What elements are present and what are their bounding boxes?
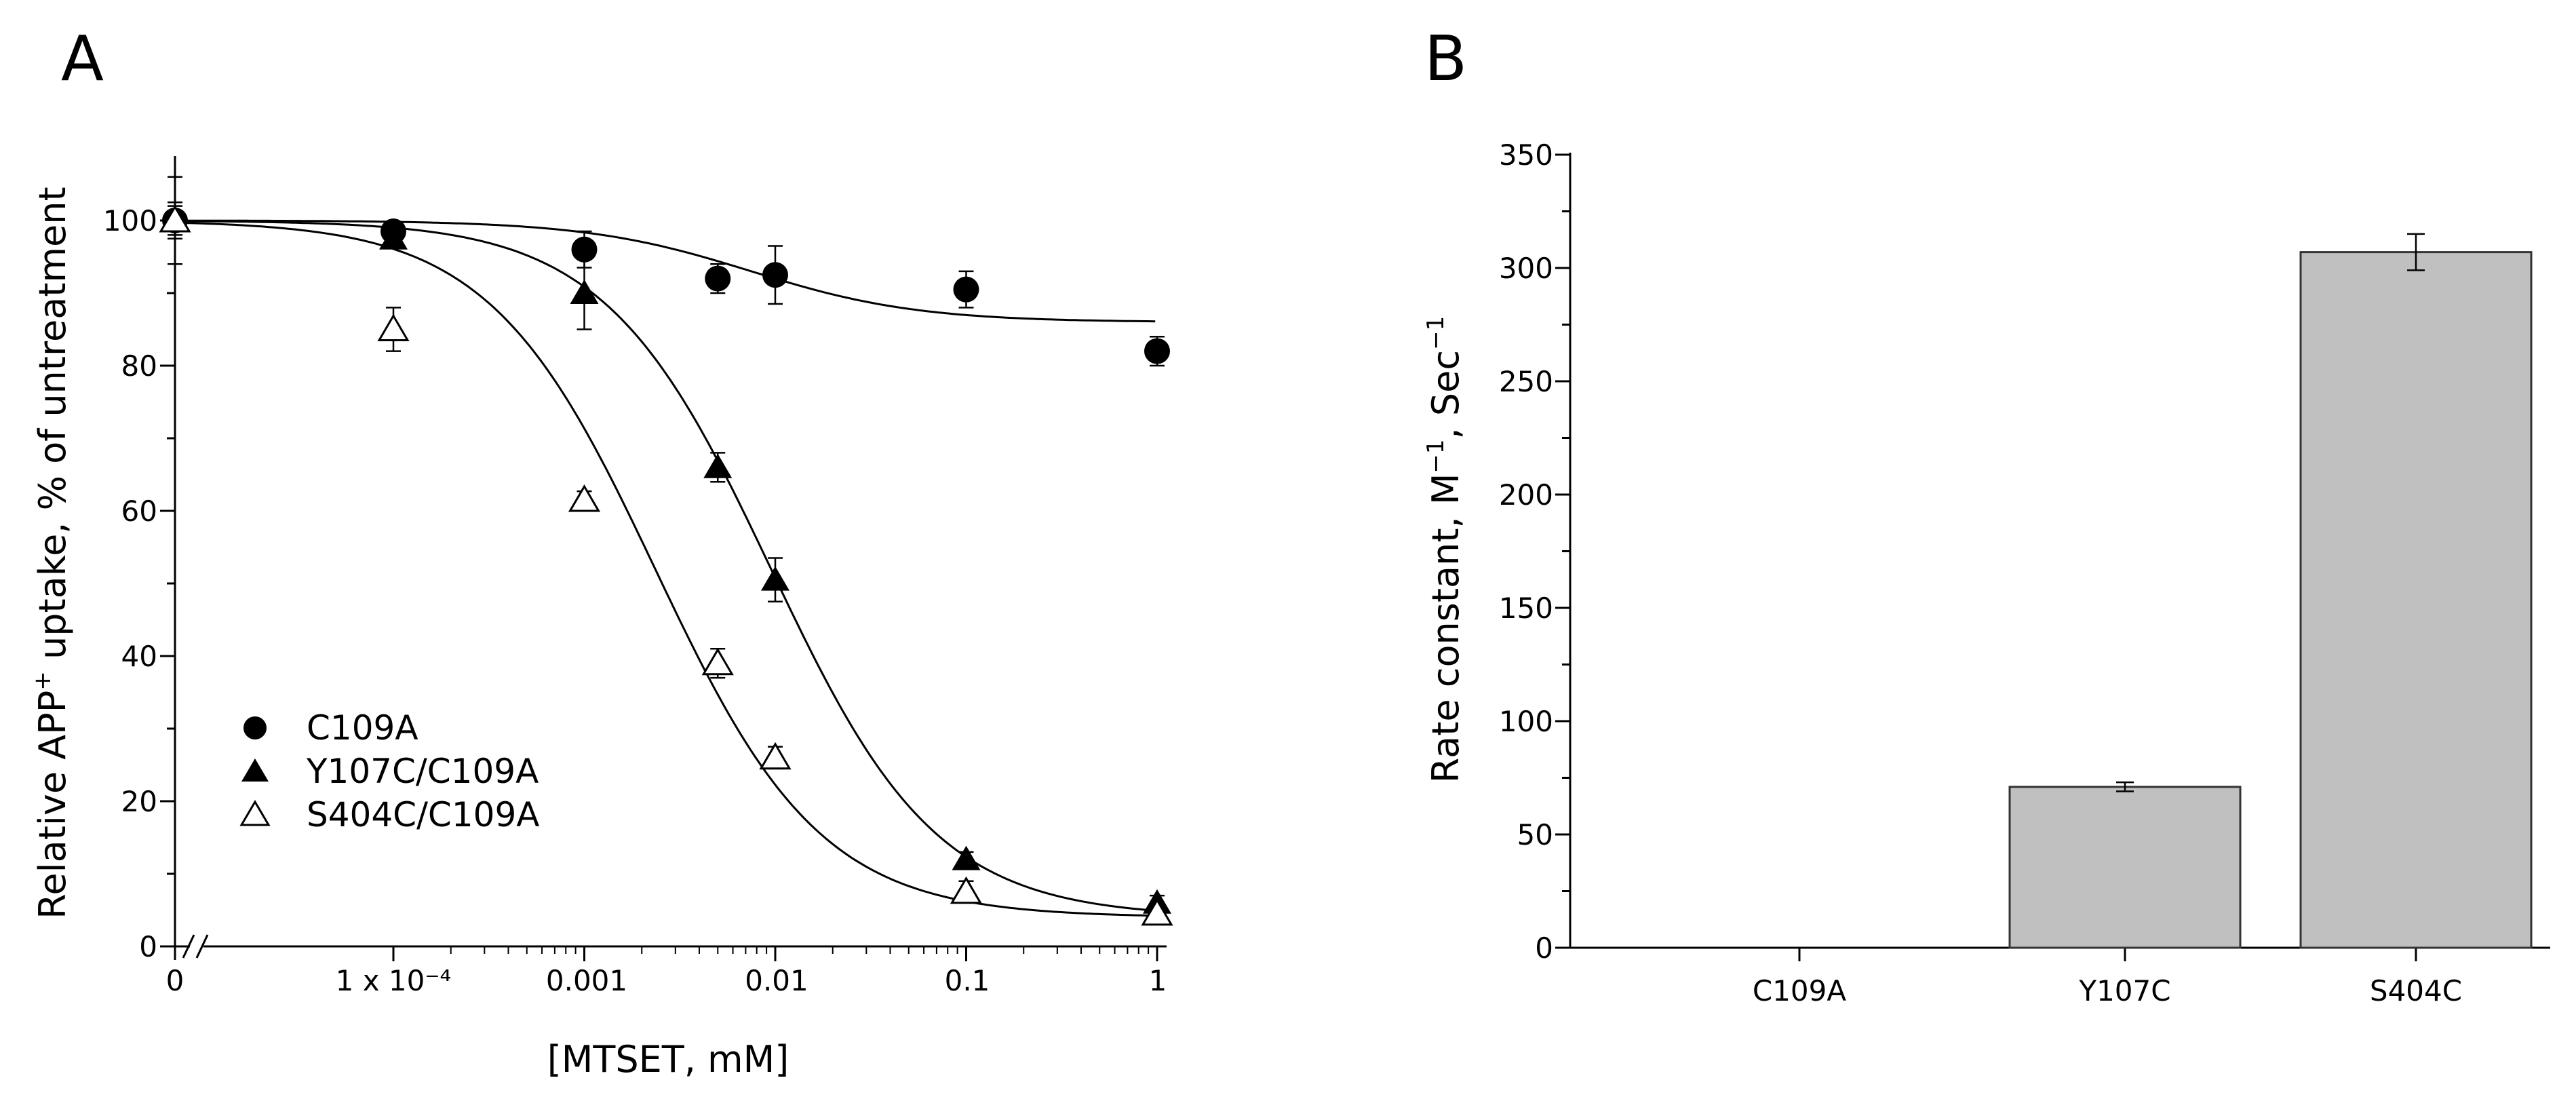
panel-a-xtick-label-0.01: 0.01 — [745, 964, 808, 997]
point-y107c-c109a — [703, 453, 733, 478]
point-c109a — [705, 265, 731, 292]
panel-a-axis-break-mark-1 — [182, 934, 195, 959]
panel-b-error-bars — [2116, 233, 2425, 792]
point-y107c-c109a — [570, 280, 599, 304]
panel-a-x-ticks — [174, 946, 1158, 961]
point-s404c-c109a — [1141, 898, 1173, 926]
panel-a-ytick-label-40: 40 — [121, 640, 157, 673]
panel-b-ytick-label-50: 50 — [1517, 818, 1553, 851]
panel-b-ytick-label-100: 100 — [1499, 705, 1553, 738]
panel-b-y-ticks — [1555, 153, 1570, 949]
panel-b-category-label-y107c: Y107C — [2078, 974, 2170, 1007]
legend-label-c109a: C109A — [307, 708, 418, 748]
point-s404c-c109a — [759, 742, 792, 770]
panel-b: B 0 50 100 150 200 250 300 350 C109A Y10… — [1422, 22, 2550, 1007]
point-c109a — [953, 276, 979, 303]
panel-a-x-axis-title: [MTSET, mM] — [547, 1038, 789, 1081]
panel-a-legend: C109A Y107C/C109A S404C/C109A — [239, 708, 539, 834]
panel-b-category-label-c109a: C109A — [1753, 974, 1846, 1007]
point-s404c-c109a — [701, 647, 734, 676]
point-c109a — [1144, 338, 1170, 364]
panel-a: A 0 20 40 60 80 100 0 1 x 10⁻⁴ 0.001 0.0… — [29, 22, 1173, 1081]
panel-b-bars — [2008, 251, 2533, 949]
panel-a-xtick-label-0.1: 0.1 — [945, 964, 990, 997]
panel-a-xtick-label-1: 1 — [1149, 964, 1167, 997]
point-y107c-c109a — [952, 845, 981, 870]
panel-b-ytick-label-300: 300 — [1499, 252, 1553, 285]
legend-label-y107c-c109a: Y107C/C109A — [306, 752, 539, 791]
bar-y107c — [2008, 786, 2242, 949]
panel-a-xtick-label-1e-4: 1 x 10⁻⁴ — [336, 964, 452, 997]
panel-a-ytick-label-60: 60 — [121, 495, 157, 528]
point-y107c-c109a — [379, 225, 408, 250]
panel-b-ytick-label-200: 200 — [1499, 478, 1553, 512]
panel-a-y-axis-title: Relative APP+ uptake, % of untreatment — [29, 187, 74, 919]
point-s404c-c109a — [377, 313, 410, 341]
panel-b-ytick-label-150: 150 — [1499, 592, 1553, 625]
panel-b-ytick-label-0: 0 — [1535, 931, 1553, 965]
panel-a-data-points — [159, 205, 1173, 926]
point-s404c-c109a — [159, 205, 191, 233]
panel-a-axis-break-mark-2 — [195, 934, 209, 959]
point-c109a — [571, 236, 598, 263]
panel-a-letter: A — [61, 22, 104, 95]
point-s404c-c109a — [950, 876, 983, 904]
panel-a-y-ticks — [160, 219, 175, 948]
panel-a-xtick-label-0: 0 — [166, 964, 184, 997]
panel-b-y-axis-title: Rate constant, M−1, Sec−1 — [1422, 316, 1467, 783]
fit-curve-series-1 — [174, 219, 1156, 912]
fit-curve-series-2 — [174, 219, 1156, 917]
bar-s404c — [2299, 251, 2533, 949]
legend-marker-s404c-c109a — [239, 800, 271, 826]
legend-label-s404c-c109a: S404C/C109A — [307, 795, 539, 834]
legend-marker-c109a — [243, 716, 267, 739]
panel-b-ytick-label-350: 350 — [1499, 138, 1553, 172]
panel-a-ytick-label-0: 0 — [139, 930, 157, 963]
panel-a-ytick-label-20: 20 — [121, 785, 157, 818]
fit-curve-series-0 — [174, 219, 1156, 323]
panel-a-xtick-label-0.001: 0.001 — [546, 964, 627, 997]
point-c109a — [762, 262, 788, 288]
panel-b-ytick-label-250: 250 — [1499, 365, 1553, 398]
panel-a-ytick-label-100: 100 — [103, 204, 157, 237]
panel-b-x-ticks — [1798, 948, 2417, 961]
point-s404c-c109a — [568, 484, 601, 512]
panel-b-letter: B — [1424, 22, 1467, 95]
panel-a-ytick-label-80: 80 — [121, 349, 157, 383]
panel-a-fit-curves — [174, 219, 1156, 917]
legend-marker-y107c-c109a — [241, 758, 269, 782]
point-y107c-c109a — [761, 566, 789, 591]
panel-b-category-label-s404c: S404C — [2370, 974, 2462, 1007]
